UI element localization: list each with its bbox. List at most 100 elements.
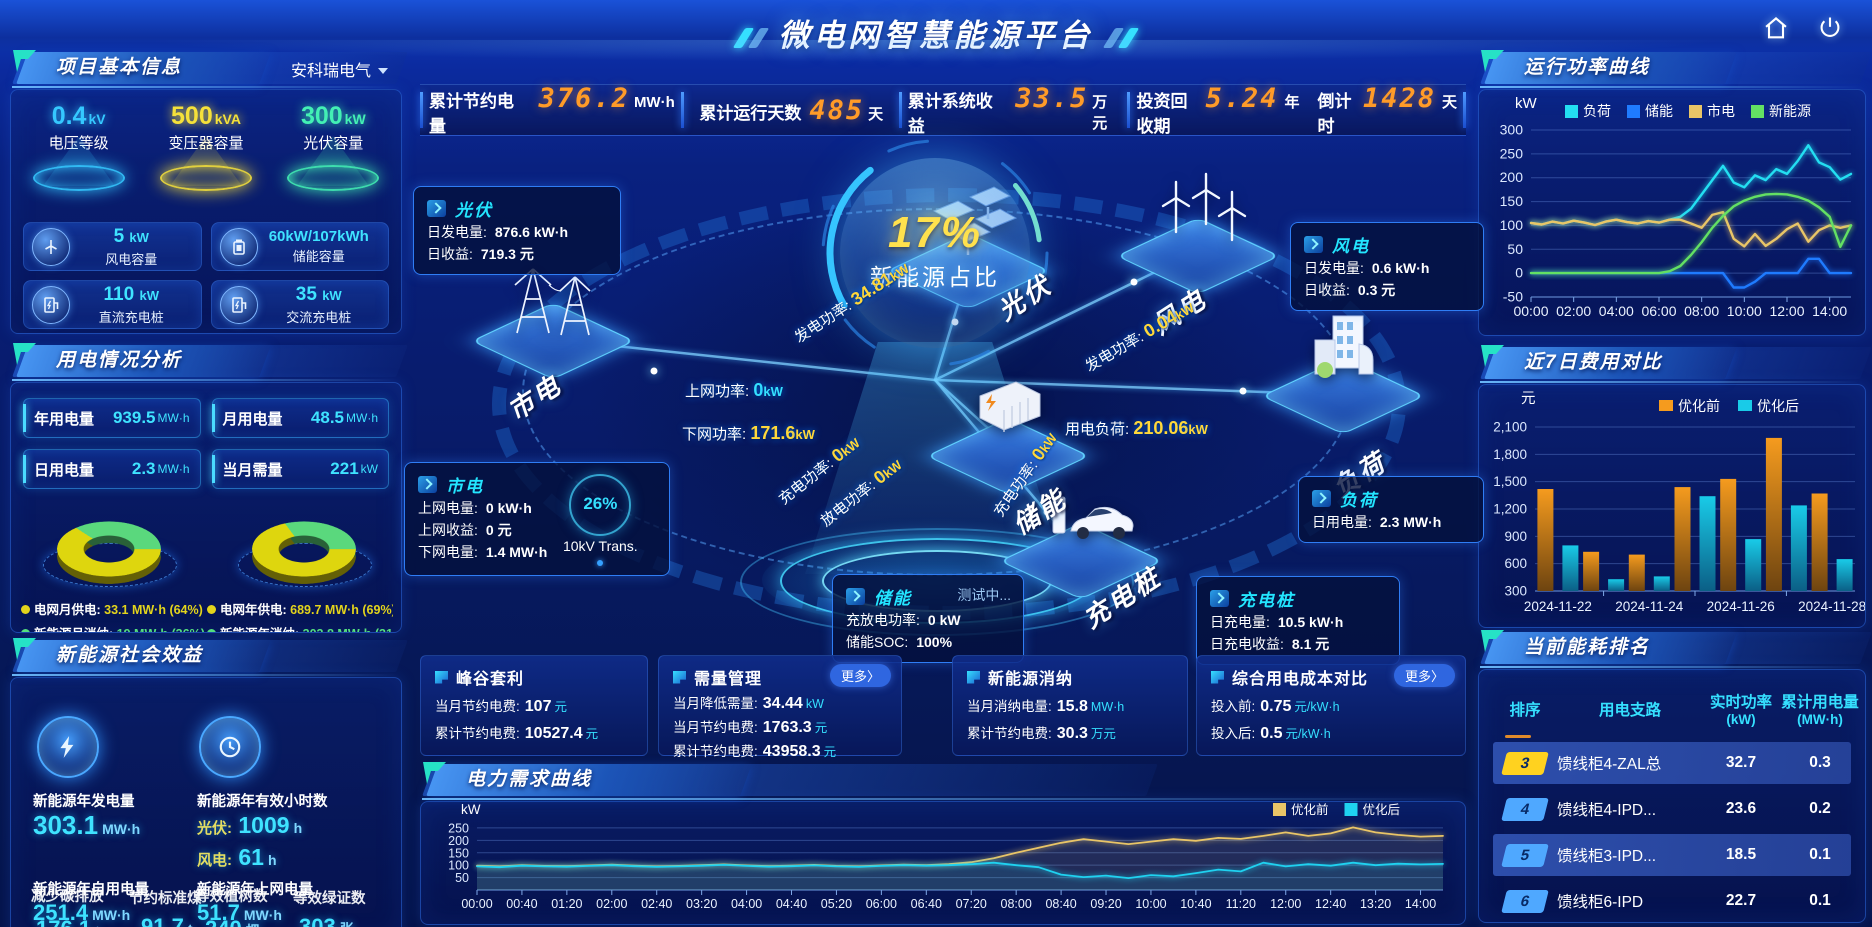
ac-charger-icon [219, 285, 258, 324]
svg-text:12:40: 12:40 [1315, 897, 1346, 911]
svg-text:300: 300 [1504, 584, 1527, 599]
stat-month-energy: 月用电量 48.5 MW·h [211, 398, 389, 438]
home-icon[interactable] [1762, 14, 1790, 42]
svg-text:kW: kW [1515, 95, 1538, 112]
svg-text:优化前: 优化前 [1291, 802, 1329, 817]
svg-text:新能源: 新能源 [1769, 103, 1811, 119]
svg-text:2,100: 2,100 [1493, 420, 1527, 435]
svg-text:00:00: 00:00 [461, 897, 492, 911]
arrow-icon [427, 200, 446, 217]
svg-text:02:00: 02:00 [1556, 303, 1591, 319]
svg-text:1,200: 1,200 [1493, 502, 1527, 517]
energy-generation-icon [37, 716, 99, 778]
card-icon [967, 670, 980, 684]
company-dropdown[interactable]: 安科瑞电气 [291, 57, 388, 81]
infobox-pv: 光伏 日发电量: 876.6 kW·h 日收益: 719.3 元 [413, 186, 621, 275]
node-wind[interactable] [1115, 170, 1281, 320]
glow-ring [32, 165, 125, 191]
certs-value: 303张 [299, 914, 354, 927]
svg-text:10:00: 10:00 [1727, 303, 1762, 319]
svg-text:600: 600 [1504, 556, 1527, 571]
panel-title: 运行功率曲线 [1524, 57, 1651, 78]
spotlight-pv-capacity: 300 kW 光伏容量 [274, 102, 392, 210]
table-row: 5 馈线柜3-IPD... 18.5 0.1 [1493, 834, 1851, 876]
svg-text:储能: 储能 [1645, 103, 1673, 119]
panel-social-benefit: 新能源社会效益 新能源年发电量 303.1 MW·h 新能源年有效小时数 光伏: … [10, 638, 408, 927]
svg-text:04:00: 04:00 [731, 897, 762, 911]
svg-text:150: 150 [1500, 193, 1524, 209]
chevron-down-icon [378, 68, 388, 74]
scroll-indicator [1505, 735, 1531, 738]
svg-text:市电: 市电 [1707, 103, 1735, 119]
to-grid-label: 新能源年上网电量 [197, 882, 313, 898]
flow-grid-down-power: 下网功率: 171.6kW [682, 423, 815, 443]
infobox-load: 负荷 日用电量: 2.3 MW·h [1298, 476, 1484, 543]
power-icon[interactable] [1816, 14, 1844, 42]
trees-value: 240棵 [205, 916, 260, 927]
capacity-card-ac-charger: 35 kW 交流充电桩 [210, 280, 389, 329]
arrow-icon [1312, 490, 1331, 507]
panel-title: 近7日费用对比 [1524, 352, 1663, 373]
svg-text:02:00: 02:00 [596, 897, 627, 911]
panel-title: 当前能耗排名 [1524, 637, 1651, 658]
card-cost-comparison: 综合用电成本对比 更多〉 投入前: 0.75 元/kW·h 投入后: 0.5 元/kW·… [1196, 655, 1466, 756]
infobox-charger: 充电桩 日充电量: 10.5 kW·h 日充电收益: 8.1 元 [1196, 576, 1400, 665]
panel-corner-icon [13, 638, 36, 660]
panel-title: 项目基本信息 [56, 57, 183, 78]
panel-corner-icon [1481, 630, 1504, 652]
building-icon [1314, 315, 1374, 378]
svg-text:2024-11-28: 2024-11-28 [1798, 599, 1865, 614]
battery-icon [219, 227, 258, 266]
card-icon [1211, 670, 1224, 684]
svg-text:04:40: 04:40 [776, 897, 807, 911]
rank-badge: 4 [1501, 797, 1549, 821]
svg-text:2024-11-22: 2024-11-22 [1524, 599, 1592, 614]
panel-project-info: 项目基本信息 安科瑞电气 0.4 kV 电压等级 500 kVA 变压器容量 300… [10, 50, 408, 334]
wind-turbine-icon [32, 227, 70, 266]
panel-corner-icon [1481, 50, 1504, 72]
svg-text:0: 0 [1515, 265, 1523, 281]
panel-corner-icon [13, 50, 36, 72]
svg-text:250: 250 [448, 821, 469, 835]
svg-text:优化后: 优化后 [1363, 803, 1401, 817]
gen-label: 新能源年发电量 [33, 794, 135, 810]
coal-value: 91.7t [141, 914, 193, 927]
infobox-wind: 风电 日发电量: 0.6 kW·h 日收益: 0.3 元 [1290, 222, 1484, 311]
svg-text:14:00: 14:00 [1812, 303, 1847, 319]
svg-text:1,800: 1,800 [1493, 447, 1527, 462]
self-use-value: 251.4 MW·h [33, 900, 131, 925]
gen-value: 303.1 MW·h [33, 810, 141, 840]
svg-text:00:40: 00:40 [506, 897, 537, 911]
storage-status-note: 测试中... [957, 587, 1011, 603]
card-new-energy-consumption: 新能源消纳 当月消纳电量: 15.8 MW·h 累计节约电费: 30.3 万元 [952, 655, 1188, 756]
svg-text:13:20: 13:20 [1360, 897, 1391, 911]
more-button[interactable]: 更多〉 [829, 664, 891, 687]
panel-power-analysis: 用电情况分析 年用电量 939.5 MW·h 月用电量 48.5 MW·h 日用电量 2.… [10, 343, 408, 633]
svg-text:06:40: 06:40 [911, 897, 942, 911]
svg-text:12:00: 12:00 [1270, 897, 1301, 911]
rank-badge: 5 [1501, 843, 1549, 867]
svg-text:08:00: 08:00 [1684, 303, 1719, 319]
new-energy-ratio-sphere: 17% 新能源占比 [840, 158, 1030, 348]
svg-text:2024-11-26: 2024-11-26 [1707, 599, 1775, 614]
donut-year-ratio [237, 503, 372, 589]
stat-month-demand: 当月需量 221 kW [211, 449, 389, 489]
company-name: 安科瑞电气 [290, 63, 371, 80]
node-load[interactable] [1260, 310, 1426, 460]
capacity-card-wind: 5 kW 风电容量 [23, 222, 202, 271]
panel-cost-compare: 近7日费用对比 300 600 900 1,200 1,500 1,800 2,100 202… [1478, 345, 1872, 628]
flow-load-power: 用电负荷: 210.06kW [1065, 418, 1208, 438]
more-button[interactable]: 更多〉 [1393, 664, 1455, 687]
svg-text:14:00: 14:00 [1405, 897, 1436, 911]
svg-text:kW: kW [461, 802, 481, 817]
svg-text:03:20: 03:20 [686, 897, 717, 911]
svg-text:08:00: 08:00 [1001, 897, 1032, 911]
svg-text:300: 300 [1500, 122, 1524, 138]
svg-text:900: 900 [1504, 529, 1527, 544]
arrow-icon [1210, 590, 1229, 607]
svg-text:100: 100 [1500, 217, 1524, 233]
transformer-indicator: 26% 10kV Trans. [557, 472, 643, 566]
trees-label: 等效植树数 [195, 889, 268, 905]
dc-charger-icon [32, 285, 70, 324]
